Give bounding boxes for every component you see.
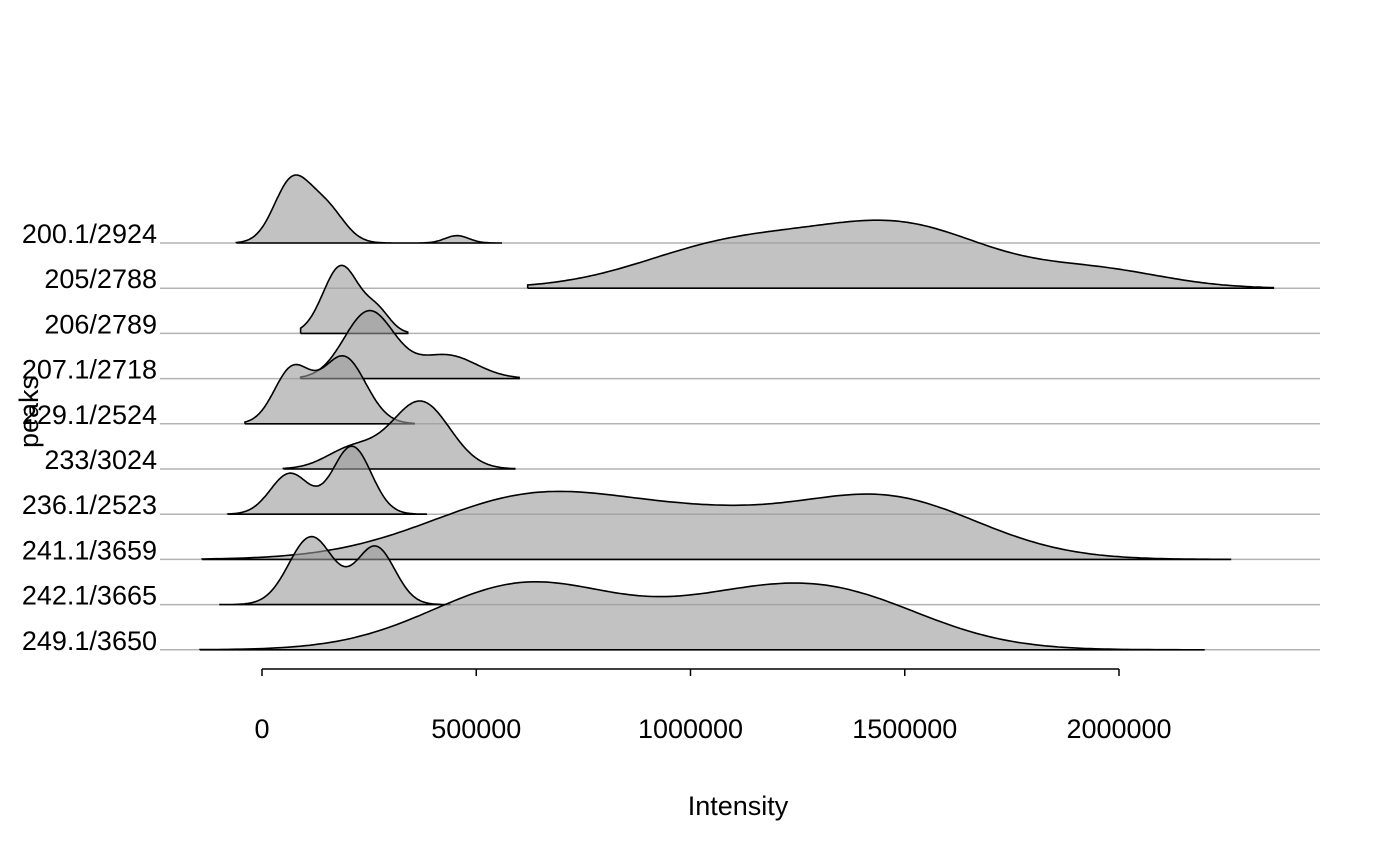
ridge-fill: [300, 310, 520, 379]
ridge-outline: [299, 264, 409, 335]
ridge-fill: [236, 175, 503, 243]
y-tick-label: 205/2788: [44, 264, 157, 294]
x-ticks: 0 500000 1000000 1500000 2000000: [254, 669, 1172, 744]
y-tick-label: 229.1/2524: [22, 400, 157, 430]
y-tick-label: 242.1/3665: [22, 581, 157, 611]
ridge-fill: [227, 446, 427, 515]
y-tick-label: 206/2789: [44, 309, 157, 339]
ridge-fill: [283, 401, 515, 469]
ridge-fill: [199, 581, 1205, 650]
ridge-outline: [299, 309, 520, 380]
ridge-fill: [202, 491, 1231, 560]
ridge-outline: [244, 355, 415, 425]
ridge-outline: [201, 490, 1232, 561]
ridge-densities: [199, 174, 1275, 651]
x-tick-label: 0: [254, 714, 269, 744]
x-tick-label: 500000: [431, 714, 521, 744]
y-axis-title: peaks: [14, 376, 44, 448]
x-tick-label: 2000000: [1066, 714, 1171, 744]
y-tick-label: 241.1/3659: [22, 535, 157, 565]
y-tick-label: 207.1/2718: [22, 355, 157, 385]
category-labels: 200.1/2924 205/2788 206/2789 207.1/2718 229.…: [22, 219, 157, 656]
ridge-fill: [219, 536, 451, 605]
ridge-outline: [219, 535, 451, 606]
ridge-outline: [199, 581, 1205, 651]
ridge-outline: [235, 174, 502, 244]
y-tick-label: 236.1/2523: [22, 490, 157, 520]
ridge-fill: [527, 220, 1274, 289]
ridge-outline: [282, 400, 516, 470]
ridge-outline: [226, 445, 427, 515]
x-tick-label: 1000000: [638, 714, 743, 744]
x-axis: 0 500000 1000000 1500000 2000000: [254, 668, 1172, 744]
ridge-fill: [244, 355, 415, 424]
y-tick-label: 249.1/3650: [22, 626, 157, 656]
x-axis-title: Intensity: [688, 791, 789, 821]
y-tick-label: 233/3024: [44, 445, 157, 475]
ridge-outline: [526, 219, 1275, 289]
x-tick-label: 1500000: [852, 714, 957, 744]
y-tick-label: 200.1/2924: [22, 219, 157, 249]
